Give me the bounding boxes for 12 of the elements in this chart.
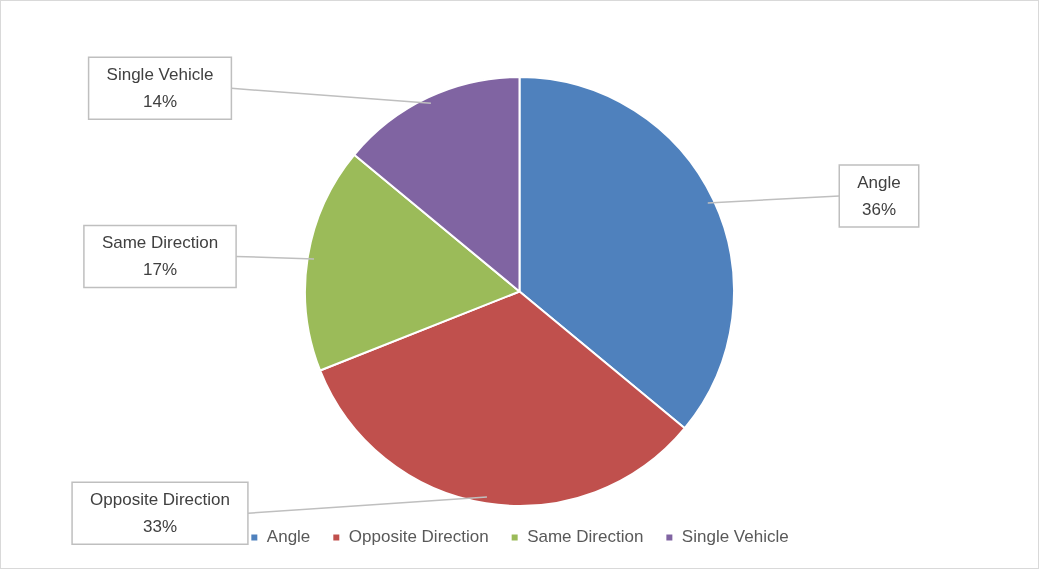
data-label: 14% — [142, 92, 178, 112]
legend-label: Opposite Direction — [348, 527, 489, 547]
slice-label: Same Direction — [101, 233, 219, 253]
data-label: 17% — [142, 260, 178, 280]
legend-label: Single Vehicle — [681, 527, 789, 547]
data-label: 36% — [861, 199, 897, 219]
slice-label: Single Vehicle — [106, 65, 214, 85]
slice-label: Opposite Direction — [90, 489, 230, 509]
legend-label: Angle — [266, 527, 311, 547]
slice-label: Angle — [857, 172, 901, 192]
data-label: 33% — [142, 516, 178, 536]
legend-label: Same Direction — [527, 527, 644, 547]
